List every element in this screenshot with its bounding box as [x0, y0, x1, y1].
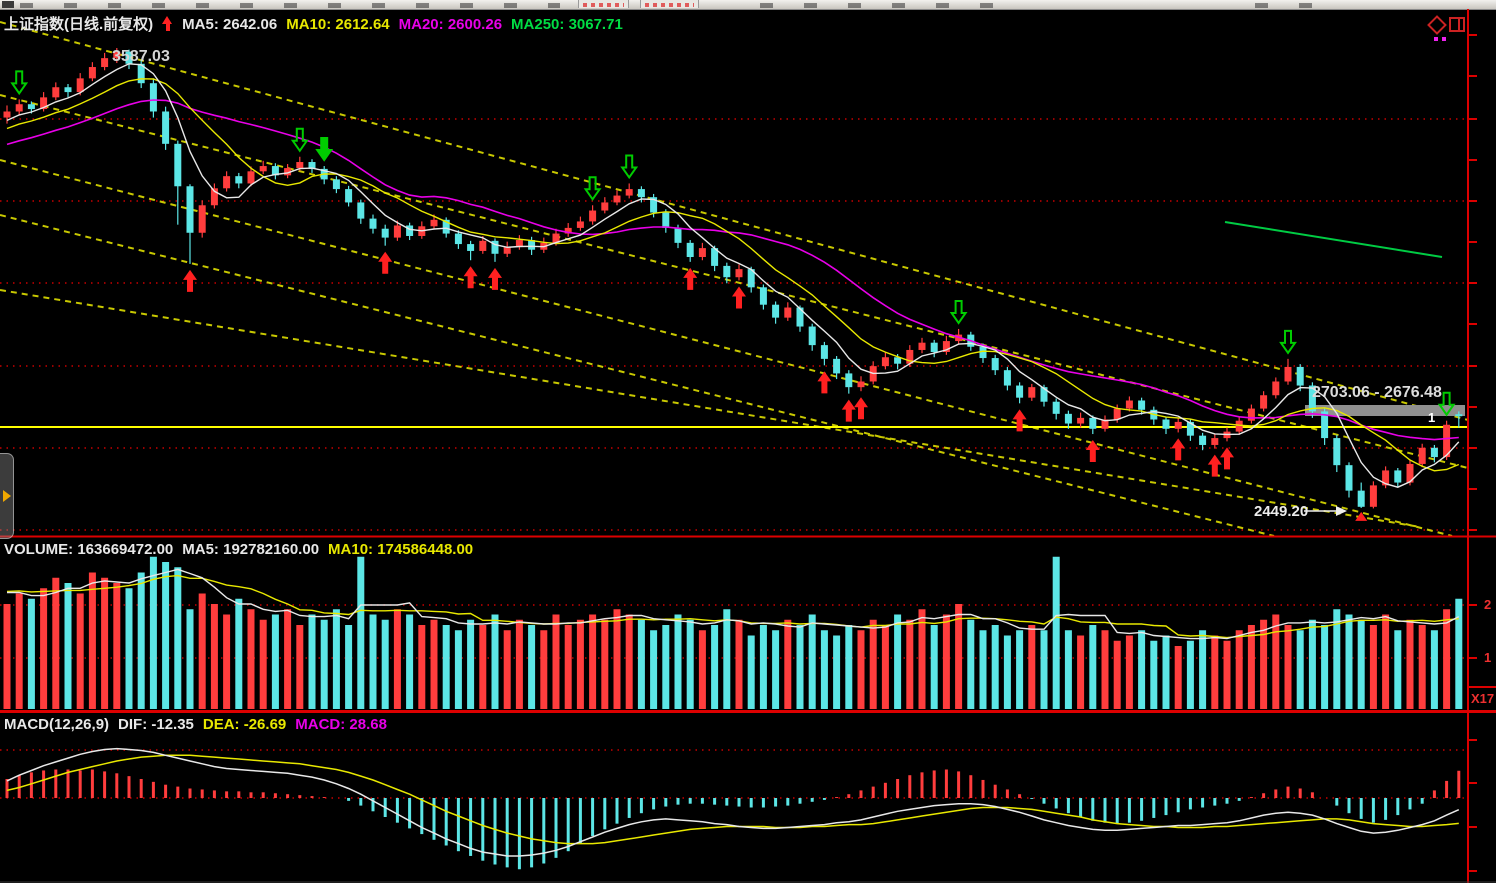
ma10-value: MA10: 2612.64 — [286, 16, 390, 33]
dot-indicator — [1434, 37, 1438, 41]
left-panel-expander[interactable] — [0, 453, 14, 539]
volume-ma5-value: MA5: 192782160.00 — [182, 541, 320, 558]
expand-arrow-icon — [3, 490, 11, 502]
volume-axis-label-1: 1 — [1484, 650, 1492, 665]
up-arrow-icon — [162, 16, 173, 31]
dif-value: DIF: -12.35 — [118, 716, 194, 733]
red-quote-text — [583, 3, 624, 7]
toolbar-button-1[interactable] — [578, 0, 629, 8]
low-price-label: 2449.20 — [1254, 503, 1309, 520]
macd-value: MACD: 28.68 — [295, 716, 387, 733]
ma20-value: MA20: 2600.26 — [398, 16, 503, 33]
red-quote-text — [645, 3, 694, 7]
menu-items-cropped-right[interactable] — [760, 3, 1010, 8]
price-pane-header: 上证指数(日线.前复权) MA5: 2642.06 MA10: 2612.64 MA2… — [4, 13, 632, 34]
app-window-icon — [2, 1, 14, 8]
macd-pane-header: MACD(12,26,9) DIF: -12.35 DEA: -26.69 MACD:… — [4, 716, 396, 733]
ma5-value: MA5: 2642.06 — [182, 16, 278, 33]
volume-value: VOLUME: 163669472.00 — [4, 541, 174, 558]
macd-params: MACD(12,26,9) — [4, 716, 110, 733]
volume-ma10-value: MA10: 174586448.00 — [328, 541, 474, 558]
peak-price-label: 3587.03 — [112, 48, 170, 65]
menu-items-cropped-far-right[interactable] — [1255, 3, 1335, 8]
menubar[interactable] — [0, 0, 1496, 10]
toolbar-button-2[interactable] — [640, 0, 699, 8]
volume-axis-multiplier: X17 — [1471, 691, 1495, 706]
split-window-icon[interactable] — [1449, 17, 1465, 32]
count-annotation: 1 — [1428, 410, 1436, 425]
instrument-title: 上证指数(日线.前复权) — [4, 16, 154, 33]
dea-value: DEA: -26.69 — [202, 716, 287, 733]
menu-items-cropped[interactable] — [20, 3, 560, 8]
ma250-value: MA250: 3067.71 — [511, 16, 623, 33]
dot-indicator — [1442, 37, 1446, 41]
range-band-label: 2703.06 - 2676.48 — [1312, 384, 1442, 401]
volume-axis-label-2: 2 — [1484, 597, 1492, 612]
volume-pane-header: VOLUME: 163669472.00 MA5: 192782160.00 MA1… — [4, 541, 482, 558]
